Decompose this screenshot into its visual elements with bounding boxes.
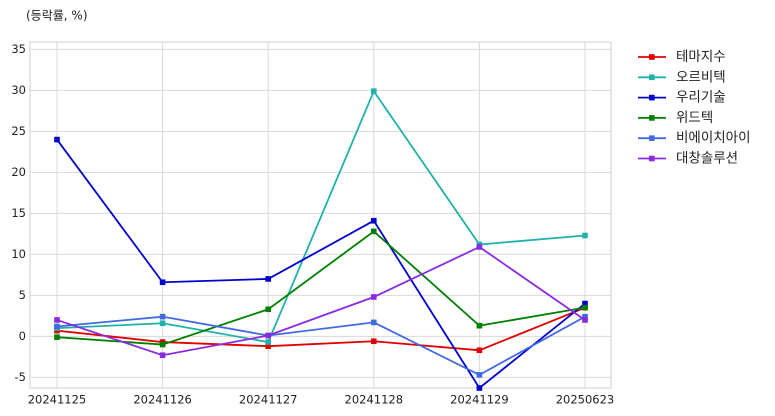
x-tick-label: 20241127	[239, 393, 298, 407]
legend-label: 비에이치아이	[676, 130, 751, 146]
point	[54, 136, 60, 143]
point	[582, 317, 588, 323]
point	[476, 244, 483, 250]
y-tick-label: 15	[11, 206, 26, 220]
point	[582, 304, 588, 311]
point	[371, 217, 377, 224]
point	[476, 347, 483, 354]
point	[582, 313, 588, 320]
point	[371, 228, 377, 235]
series-line	[56, 315, 586, 376]
legend-marker	[649, 74, 655, 81]
series-line	[56, 230, 586, 346]
point	[265, 339, 271, 345]
x-tick-label: 20250623	[556, 393, 615, 407]
point	[476, 385, 483, 391]
point	[265, 332, 271, 339]
point	[371, 319, 377, 326]
y-tick-label: 0	[19, 329, 26, 343]
point	[54, 323, 60, 330]
legend-marker	[649, 54, 655, 60]
legend-label: 우리기술	[676, 90, 726, 106]
series-line	[56, 89, 586, 344]
x-tick-label: 20241126	[133, 393, 192, 407]
point	[371, 338, 377, 345]
plot-frame	[29, 41, 612, 389]
point	[582, 232, 588, 239]
y-tick-label: 25	[11, 124, 26, 138]
point	[582, 300, 588, 307]
legend-label: 대창솔루션	[676, 151, 738, 167]
chart-title: (등락률, %)	[26, 9, 88, 23]
point	[265, 306, 271, 313]
point	[159, 341, 166, 348]
point	[54, 317, 60, 323]
y-tick-label: 5	[19, 288, 26, 302]
point	[159, 313, 166, 320]
y-tick-label: 10	[11, 247, 26, 261]
legend-label: 오르비텍	[676, 69, 726, 85]
point	[159, 279, 166, 286]
y-tick-label: 30	[11, 83, 26, 97]
y-tick-label: -5	[15, 370, 26, 384]
point	[159, 352, 166, 359]
x-tick-label: 20241128	[345, 393, 404, 407]
point	[371, 88, 377, 94]
point	[265, 343, 271, 349]
y-tick-label: 20	[11, 165, 26, 179]
point	[265, 276, 271, 282]
point	[159, 320, 166, 327]
legend-marker	[649, 115, 655, 121]
series-line	[56, 306, 586, 352]
y-tick-label: 35	[11, 42, 26, 56]
x-tick-label: 20241129	[450, 393, 509, 407]
series-line	[56, 245, 586, 357]
legend-label: 위드텍	[676, 110, 713, 126]
point	[54, 334, 60, 340]
point	[371, 294, 377, 300]
legend-marker	[649, 155, 655, 162]
x-tick-label: 20241125	[28, 393, 87, 407]
legend-marker	[649, 135, 655, 141]
point	[476, 322, 483, 329]
point	[476, 372, 483, 378]
legend-label: 테마지수	[676, 49, 726, 65]
legend-marker	[649, 94, 655, 101]
series-line	[56, 139, 586, 390]
